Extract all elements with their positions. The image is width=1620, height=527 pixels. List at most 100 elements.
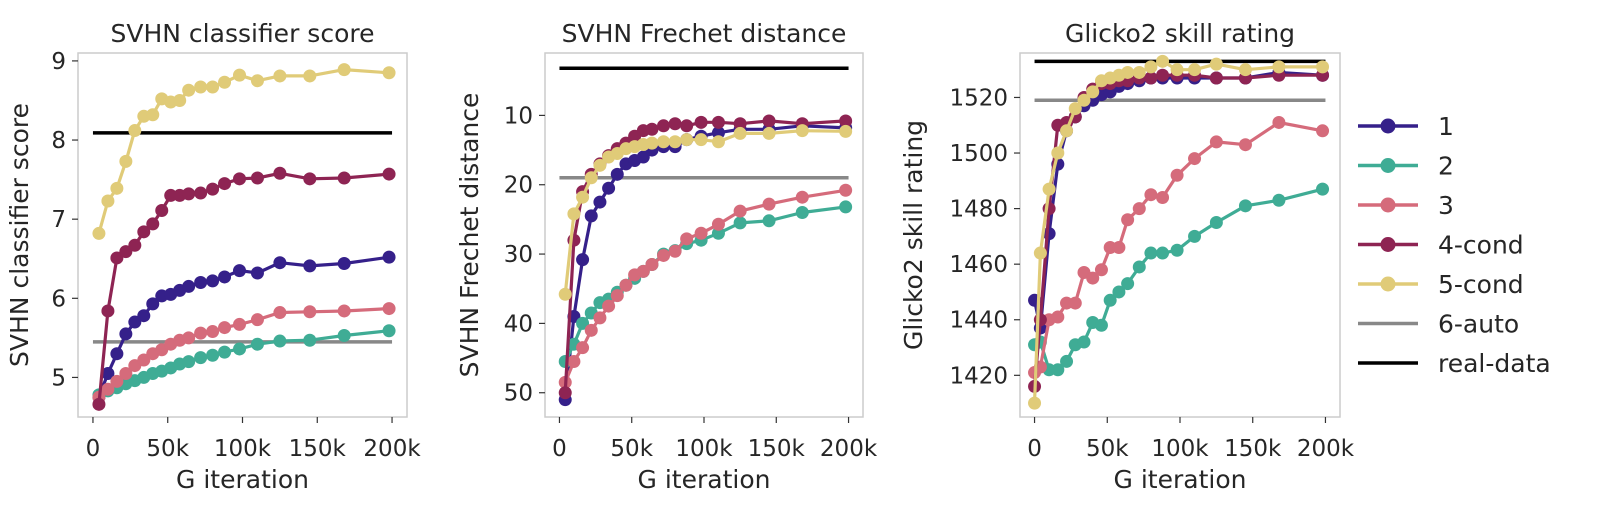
- data-point-5-cond: [1060, 124, 1074, 138]
- data-point-1: [146, 297, 160, 311]
- data-point-5-cond: [206, 80, 220, 94]
- x-axis-label: G iteration: [176, 465, 309, 494]
- panel-classifier-score: 0 50k 100k 150k 200k 5 6 7 8 9 SVHN classifier sco…: [5, 19, 421, 494]
- x-tick-label: 0: [86, 436, 101, 462]
- y-tick-label: 5: [51, 365, 66, 391]
- data-point-3: [337, 304, 351, 318]
- chart-title: Glicko2 skill rating: [1065, 19, 1295, 48]
- data-point-3: [694, 226, 708, 240]
- data-point-5-cond: [558, 287, 572, 301]
- data-point-4-cond: [128, 238, 142, 252]
- data-point-1: [584, 209, 598, 223]
- data-point-1: [602, 181, 616, 195]
- data-point-2: [795, 205, 809, 219]
- data-point-5-cond: [1086, 85, 1100, 99]
- data-point-4-cond: [273, 166, 287, 180]
- data-point-5-cond: [1238, 63, 1252, 77]
- x-tick-label: 0: [1027, 436, 1042, 462]
- data-point-2: [576, 316, 590, 330]
- panel-glicko2-rating: 0 50k 100k 150k 200k 1420 1440 1460 1480 1500 1520…: [899, 19, 1355, 494]
- data-point-3: [1316, 124, 1330, 138]
- legend-marker: [1380, 237, 1396, 252]
- data-point-5-cond: [1170, 63, 1184, 77]
- y-tick-label: 9: [51, 49, 66, 75]
- data-point-4-cond: [657, 119, 671, 133]
- legend-marker: [1380, 118, 1396, 134]
- y-tick-label: 1440: [949, 308, 1008, 334]
- data-point-3: [1170, 168, 1184, 182]
- data-point-2: [1103, 293, 1117, 307]
- x-tick-label: 200k: [363, 436, 421, 462]
- legend-label: 5-cond: [1438, 270, 1524, 299]
- legend-label: 1: [1438, 112, 1454, 141]
- data-point-3: [593, 311, 607, 325]
- data-point-5-cond: [1272, 60, 1286, 74]
- data-point-1: [593, 195, 607, 209]
- data-point-3: [1132, 202, 1146, 216]
- x-tick-label: 100k: [214, 436, 272, 462]
- data-point-3: [636, 264, 650, 278]
- data-point-1: [250, 266, 264, 280]
- data-point-4-cond: [694, 115, 708, 129]
- data-point-5-cond: [218, 75, 232, 89]
- data-point-2: [1316, 182, 1330, 196]
- data-point-3: [1156, 190, 1170, 204]
- data-point-2: [1272, 193, 1286, 207]
- data-point-3: [218, 321, 232, 335]
- data-point-3: [762, 197, 776, 211]
- data-point-5-cond: [173, 93, 187, 107]
- data-point-3: [273, 306, 287, 320]
- data-point-1: [218, 270, 232, 284]
- data-point-2: [182, 355, 196, 369]
- data-point-2: [1060, 354, 1074, 368]
- data-point-3: [795, 190, 809, 204]
- data-point-3: [303, 305, 317, 319]
- data-point-3: [619, 278, 633, 292]
- y-tick-label: 1420: [949, 363, 1008, 389]
- data-point-2: [733, 216, 747, 230]
- data-point-2: [1132, 260, 1146, 274]
- data-point-1: [303, 259, 317, 273]
- data-point-4-cond: [233, 172, 247, 186]
- data-point-2: [1051, 363, 1065, 377]
- data-point-3: [233, 317, 247, 331]
- panel-frechet-distance: 0 50k 100k 150k 200k 10 20 30 40 50 SVHN Frechet d…: [455, 19, 878, 494]
- data-point-5-cond: [567, 207, 581, 221]
- data-point-4-cond: [164, 188, 178, 202]
- data-point-1: [110, 347, 124, 361]
- data-point-3: [101, 382, 115, 396]
- data-point-1: [137, 309, 151, 323]
- data-point-1: [182, 279, 196, 293]
- y-axis-label: SVHN classifier score: [5, 103, 34, 367]
- data-point-4-cond: [680, 119, 694, 133]
- data-point-5-cond: [1132, 65, 1146, 79]
- data-point-4-cond: [1144, 71, 1158, 85]
- data-point-5-cond: [110, 181, 124, 195]
- data-point-3: [119, 366, 133, 380]
- data-point-2: [1077, 335, 1091, 349]
- data-point-1: [273, 256, 287, 270]
- chart-title: SVHN Frechet distance: [562, 19, 847, 48]
- data-point-5-cond: [1068, 102, 1082, 116]
- x-tick-label: 0: [552, 436, 567, 462]
- series-line-5-cond: [97, 67, 390, 234]
- data-point-5-cond: [250, 74, 264, 88]
- legend-label: 2: [1438, 152, 1454, 181]
- legend-marker: [1380, 197, 1396, 213]
- data-point-5-cond: [128, 124, 142, 138]
- data-point-2: [762, 214, 776, 228]
- y-tick-label: 8: [51, 128, 66, 154]
- data-point-5-cond: [680, 133, 694, 147]
- data-point-2: [1156, 246, 1170, 260]
- data-point-5-cond: [839, 124, 853, 138]
- data-point-3: [567, 355, 581, 369]
- y-tick-label: 50: [504, 381, 533, 407]
- data-point-3: [1086, 271, 1100, 285]
- data-point-4-cond: [182, 187, 196, 201]
- data-point-2: [337, 328, 351, 342]
- data-point-5-cond: [1156, 54, 1170, 68]
- data-point-5-cond: [1028, 396, 1042, 410]
- data-point-2: [206, 348, 220, 362]
- x-tick-label: 50k: [146, 436, 189, 462]
- data-point-1: [194, 275, 208, 289]
